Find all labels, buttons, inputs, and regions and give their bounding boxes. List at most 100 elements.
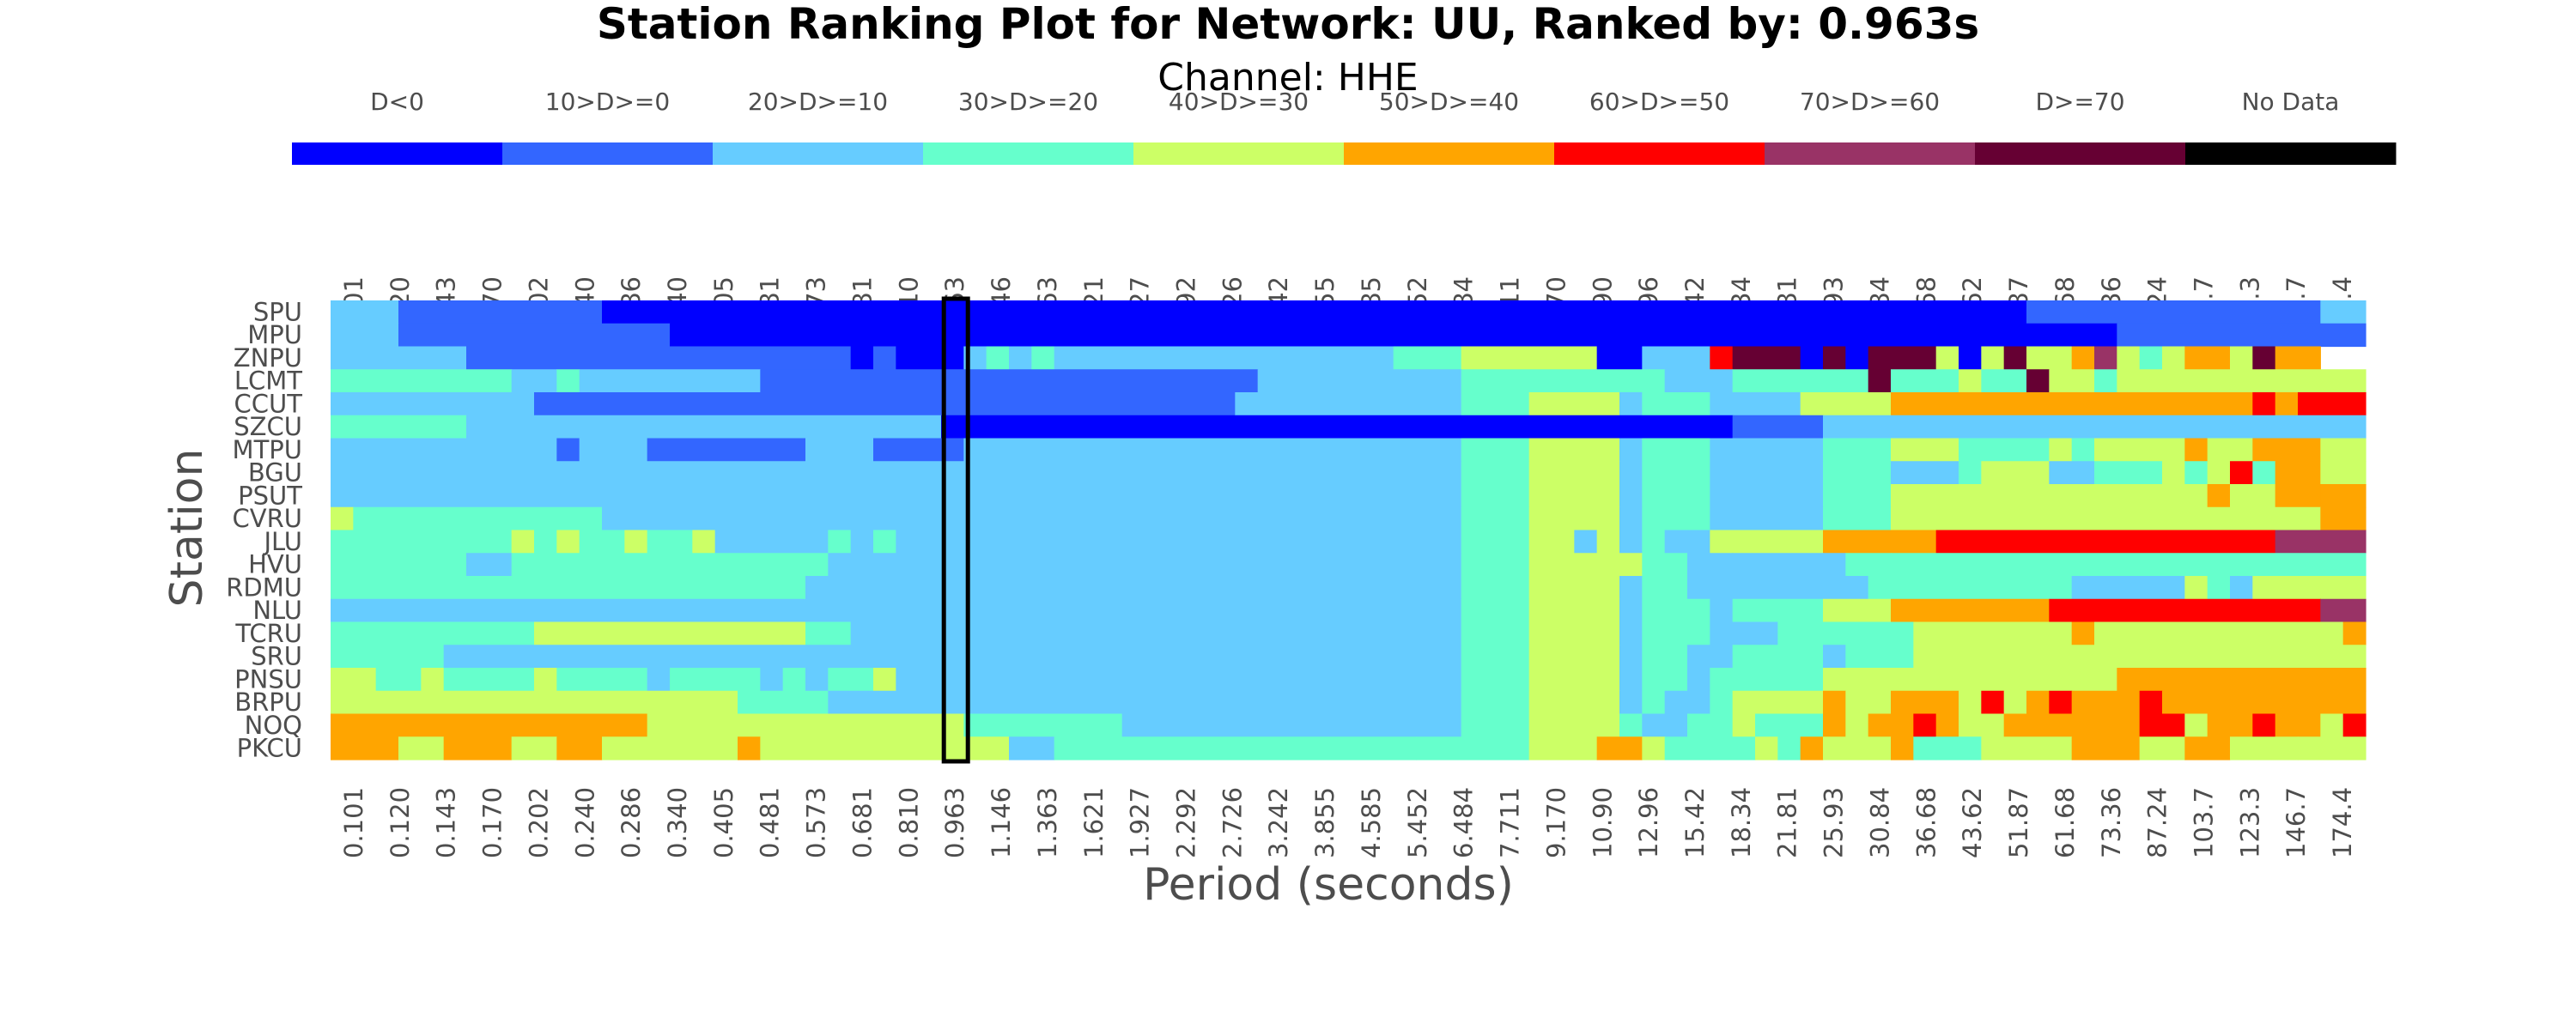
- x-tick-label-bottom: 61.68: [2050, 787, 2080, 858]
- heatmap-cell: [2320, 300, 2366, 324]
- heatmap-cell: [1845, 690, 1892, 715]
- heatmap-cell: [896, 346, 964, 370]
- heatmap-cell: [2207, 713, 2253, 737]
- heatmap-cell: [331, 645, 445, 669]
- heatmap-cell: [556, 438, 580, 462]
- chart-subtitle: Channel: HHE: [1157, 56, 1418, 100]
- heatmap-cell: [1461, 461, 1530, 485]
- heatmap-cell: [1959, 713, 2005, 737]
- heatmap-cell: [624, 530, 648, 554]
- heatmap-cell: [1619, 713, 1643, 737]
- heatmap-cell: [1461, 645, 1530, 669]
- heatmap-cell: [1868, 346, 1937, 370]
- station-label: PSUT: [238, 481, 302, 510]
- heatmap-cell: [963, 553, 1462, 577]
- heatmap-cell: [963, 530, 1462, 554]
- heatmap-cell: [1528, 645, 1620, 669]
- heatmap-cell: [1416, 461, 1462, 485]
- station-label: CVRU: [233, 504, 302, 533]
- heatmap-cell: [1054, 346, 1394, 370]
- heatmap-cell: [1823, 530, 1937, 554]
- heatmap-cell: [2049, 369, 2095, 393]
- heatmap-cell: [647, 713, 761, 737]
- heatmap-cell: [670, 323, 2117, 348]
- heatmap-cell: [2094, 621, 2344, 645]
- heatmap-cell: [1461, 484, 1530, 508]
- heatmap-cell: [963, 621, 1462, 645]
- heatmap-cell: [1959, 346, 1982, 370]
- heatmap-cell: [850, 621, 964, 645]
- station-label: LCMT: [234, 367, 302, 396]
- x-tick-label-bottom: 2.292: [1172, 787, 1201, 858]
- heatmap-cell: [828, 530, 852, 554]
- x-tick-label-bottom: 0.681: [848, 787, 877, 858]
- heatmap-cell: [850, 530, 874, 554]
- heatmap-cell: [602, 506, 964, 531]
- heatmap-cell: [1528, 713, 1620, 737]
- station-label: SRU: [251, 642, 302, 671]
- heatmap-cell: [1528, 392, 1620, 416]
- heatmap-cell: [1981, 506, 2321, 531]
- heatmap-cell: [1528, 461, 1620, 485]
- heatmap-cell: [1009, 346, 1032, 370]
- heatmap-cell: [2252, 713, 2276, 737]
- heatmap-cell: [1619, 576, 1643, 600]
- heatmap-cell: [2094, 461, 2163, 485]
- heatmap-cell: [1461, 346, 1598, 370]
- heatmap-cell: [2162, 346, 2185, 370]
- heatmap-cell: [331, 690, 535, 715]
- heatmap-cell: [1642, 736, 1666, 760]
- station-label: NLU: [252, 596, 302, 625]
- heatmap-cell: [556, 530, 580, 554]
- heatmap-cell: [602, 300, 2027, 324]
- heatmap-cell: [1710, 621, 1778, 645]
- heatmap-cell: [2320, 461, 2366, 485]
- heatmap-cell: [1642, 668, 1688, 692]
- x-tick-label-bottom: 10.90: [1588, 787, 1617, 858]
- heatmap-cell: [2320, 506, 2366, 531]
- heatmap-cell: [1845, 553, 1892, 577]
- heatmap-cell: [1800, 736, 1824, 760]
- heatmap-cell: [2320, 484, 2366, 508]
- heatmap-cell: [398, 300, 603, 324]
- heatmap-cell: [1981, 690, 2005, 715]
- heatmap-cell: [1732, 576, 1846, 600]
- ranked-period-highlight: [941, 296, 970, 764]
- heatmap-cell: [1461, 576, 1530, 600]
- heatmap-cell: [2094, 438, 2185, 462]
- heatmap-cell: [331, 323, 399, 348]
- legend-label: 50>D>=40: [1379, 88, 1519, 116]
- x-tick-label-bottom: 146.7: [2281, 787, 2311, 858]
- heatmap-cell: [1031, 346, 1055, 370]
- station-label: HVU: [248, 550, 302, 579]
- heatmap-cell: [963, 736, 1010, 760]
- heatmap-cell: [1461, 438, 1530, 462]
- heatmap-cell: [2230, 576, 2253, 600]
- heatmap-cell: [1732, 369, 1869, 393]
- legend-label: 40>D>=30: [1169, 88, 1309, 116]
- x-axis-label: Period (seconds): [1143, 859, 1514, 911]
- heatmap-cell: [1619, 484, 1643, 508]
- heatmap-cell: [1800, 392, 1892, 416]
- heatmap-cell: [963, 645, 1462, 669]
- heatmap-cell: [511, 369, 557, 393]
- heatmap-cell: [1913, 713, 1937, 737]
- heatmap-cell: [1461, 392, 1530, 416]
- heatmap-cell: [466, 346, 852, 370]
- x-tick-label-bottom: 12.96: [1634, 787, 1663, 858]
- heatmap-cell: [714, 530, 829, 554]
- heatmap-cell: [1461, 690, 1530, 715]
- heatmap-cell: [331, 300, 399, 324]
- heatmap-cell: [1619, 438, 1643, 462]
- heatmap-cell: [1461, 506, 1530, 531]
- heatmap-cell: [421, 668, 445, 692]
- x-tick-label-bottom: 87.24: [2143, 787, 2172, 858]
- heatmap-cell: [963, 668, 1462, 692]
- heatmap-cell: [2117, 645, 2366, 669]
- heatmap-cell: [1823, 484, 1892, 508]
- heatmap-cell: [1461, 668, 1530, 692]
- heatmap-cell: [1935, 530, 2276, 554]
- heatmap-cell: [556, 736, 603, 760]
- heatmap-cell: [1732, 713, 1756, 737]
- heatmap-cell: [2207, 576, 2231, 600]
